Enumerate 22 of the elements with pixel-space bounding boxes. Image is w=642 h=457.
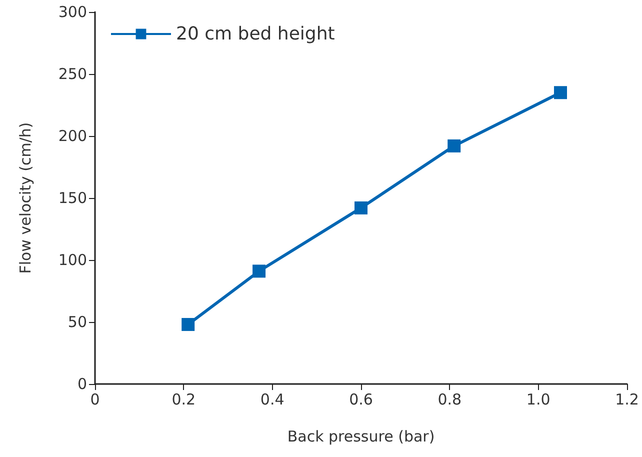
y-tick-label: 150 [58,189,87,207]
x-tick-label: 1.0 [526,390,550,408]
y-tick-label: 50 [68,313,87,331]
y-tick-label: 0 [77,375,87,393]
point [182,318,195,331]
point [554,86,567,100]
y-tick-label: 300 [58,3,87,21]
y-tick-label: 200 [58,127,87,145]
legend-label: 20 cm bed height [176,24,335,44]
x-tick-label: 0 [90,390,100,408]
x-tick-label: 0.6 [349,390,373,408]
point [448,139,461,152]
x-tick-label: 0.2 [172,390,196,408]
x-tick-label: 0.8 [438,390,462,408]
y-axis-title: Flow velocity (cm/h) [16,122,34,274]
y-tick-label: 250 [58,65,87,83]
point [252,264,266,278]
x-tick-label: 1.2 [615,390,639,408]
x-axis-title: Back pressure (bar) [287,428,435,446]
y-tick-label: 100 [58,251,87,269]
x-tick-label: 0.4 [260,390,284,408]
point [354,201,368,214]
